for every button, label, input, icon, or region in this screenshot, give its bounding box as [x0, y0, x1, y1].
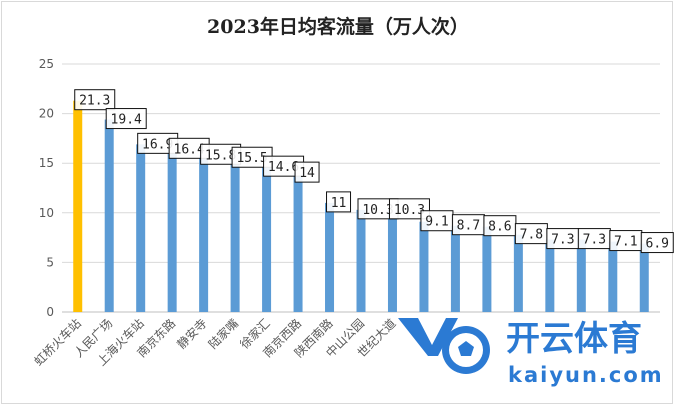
bar — [356, 209, 366, 312]
data-label-box — [640, 232, 674, 254]
bar — [293, 173, 303, 312]
bar — [513, 234, 523, 312]
data-label: 11 — [331, 196, 347, 211]
y-tick-label: 0 — [46, 305, 54, 319]
data-label: 10.3 — [394, 203, 425, 218]
data-label: 19.4 — [111, 113, 142, 128]
data-label-box — [326, 191, 352, 213]
bar — [576, 239, 586, 312]
bar — [419, 221, 429, 312]
data-label-box — [388, 198, 430, 220]
x-tick-label: 静安寺 — [174, 316, 210, 352]
bar — [262, 167, 272, 312]
axes: 0 5 10 15 20 25 — [39, 57, 660, 319]
watermark: 开云体育 kaiyun.com — [398, 318, 664, 387]
data-label-box — [105, 108, 147, 130]
bar — [387, 209, 397, 312]
data-label: 16.9 — [142, 137, 173, 152]
bar — [450, 225, 460, 312]
bar — [199, 155, 209, 312]
y-tick-label: 25 — [39, 57, 54, 71]
data-label: 21.3 — [79, 94, 110, 109]
football-logo-icon — [398, 318, 490, 374]
watermark-brand: 开云体育 — [506, 319, 642, 359]
data-label: 7.1 — [614, 235, 637, 250]
data-label: 10.3 — [362, 203, 393, 218]
data-labels: 21.319.416.9 16.4 15.8 15.514.6 14 11 10.3 10.3… — [74, 89, 674, 254]
data-label: 7.3 — [583, 233, 606, 248]
category-labels: 虹桥火车站人民广场上海火车站南京东路静安寺陆家嘴徐家汇南京西路陕西南路中山公园世… — [31, 316, 399, 369]
data-label: 15.8 — [205, 148, 236, 163]
data-label: 9.1 — [425, 215, 448, 230]
y-tick-label: 15 — [39, 156, 54, 170]
data-label-box — [294, 161, 320, 183]
bar — [608, 241, 618, 312]
bars — [73, 100, 649, 312]
data-label: 7.3 — [551, 233, 574, 248]
data-label: 7.8 — [520, 228, 543, 243]
data-label: 16.4 — [174, 142, 205, 157]
bar — [230, 158, 240, 312]
x-tick-label: 虹桥火车站 — [31, 316, 84, 369]
watermark-url: kaiyun.com — [508, 363, 664, 387]
bar — [639, 243, 649, 312]
bar — [545, 239, 555, 312]
bar — [167, 149, 177, 312]
bar — [136, 144, 146, 312]
y-tick-label: 20 — [39, 107, 54, 121]
data-label: 14.6 — [268, 160, 299, 175]
data-label: 6.9 — [646, 237, 669, 252]
x-tick-label: 陆家嘴 — [205, 316, 241, 352]
data-label: 15.5 — [236, 151, 267, 166]
y-tick-label: 10 — [39, 206, 54, 220]
chart-title: 2023年日均客流量（万人次） — [207, 15, 469, 38]
data-label: 14 — [299, 166, 315, 181]
bar — [104, 119, 114, 312]
bar — [482, 226, 492, 312]
data-label-box — [74, 89, 116, 111]
data-label: 8.6 — [488, 220, 511, 235]
data-label: 8.7 — [457, 219, 480, 234]
y-tick-label: 5 — [46, 255, 54, 269]
bar — [73, 100, 83, 312]
bar — [325, 202, 335, 312]
